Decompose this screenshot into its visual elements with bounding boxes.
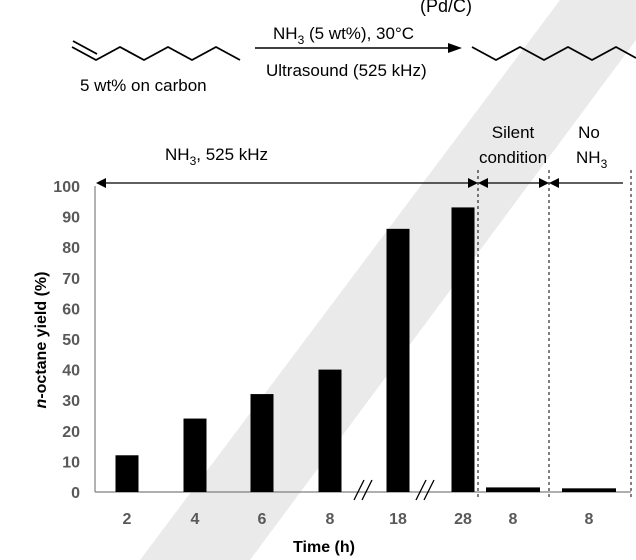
bar-8 <box>562 488 616 492</box>
bar-7 <box>486 487 540 492</box>
octane-skeleton <box>471 45 636 62</box>
octene-double-bond <box>72 40 98 55</box>
conditions-below: Ultrasound (525 kHz) <box>266 61 427 80</box>
region-separators <box>477 170 632 500</box>
bar-6 <box>451 207 475 493</box>
region-label-silent-line1: Silent <box>492 123 535 142</box>
x-tick-label: 8 <box>585 511 594 528</box>
axis-break-2a <box>415 479 427 501</box>
bar-4 <box>318 369 342 492</box>
octene-skeleton <box>71 45 241 62</box>
y-tick-label: 0 <box>71 485 80 502</box>
y-tick-label: 30 <box>62 393 80 410</box>
region-labels: NH3, 525 kHz Silent condition No NH3 <box>165 123 608 171</box>
x-tick-label: 8 <box>326 511 335 528</box>
region-label-silent-line2: condition <box>479 148 547 167</box>
bar-2 <box>183 418 207 492</box>
y-axis-title: n-octane yield (%) <box>33 272 50 409</box>
x-tick-label: 18 <box>389 511 407 528</box>
y-tick-label: 20 <box>62 424 80 441</box>
x-tick-label: 28 <box>454 511 472 528</box>
scheme-top-fragment: (Pd/C) <box>420 0 472 16</box>
y-tick-label: 50 <box>62 332 80 349</box>
region1-arrow-right-head <box>468 178 478 188</box>
region-arrows <box>96 178 623 188</box>
conditions-above: NH3 (5 wt%), 30°C <box>273 24 414 47</box>
bar-3 <box>250 394 274 492</box>
x-axis-title: Time (h) <box>293 539 355 556</box>
y-tick-label: 40 <box>62 363 80 380</box>
bar-1 <box>115 455 139 492</box>
y-tick-label: 90 <box>62 210 80 227</box>
region2-arrow-right-head <box>539 178 549 188</box>
region1-arrow-left-head <box>96 178 106 188</box>
axis-break-1b <box>361 479 373 501</box>
bar-5 <box>386 228 410 492</box>
catalyst-note: 5 wt% on carbon <box>80 76 207 95</box>
y-tick-label: 70 <box>62 271 80 288</box>
axis-break-marks <box>353 479 435 501</box>
reaction-scheme: (Pd/C) 5 wt% on carbon NH3 (5 wt%), 30°C… <box>71 0 636 95</box>
y-tick-label: 10 <box>62 454 80 471</box>
y-tick-labels: 0 10 20 30 40 50 60 70 80 90 100 <box>53 179 80 502</box>
region-label-no-nh3-line2: NH3 <box>576 148 608 171</box>
axis-break-2b <box>423 479 435 501</box>
region3-arrow-left-head <box>549 178 559 188</box>
region-label-ultrasound: NH3, 525 kHz <box>165 145 268 168</box>
x-tick-label: 4 <box>191 511 200 528</box>
y-tick-label: 60 <box>62 301 80 318</box>
x-tick-label: 6 <box>258 511 267 528</box>
x-tick-labels: 2 4 6 8 18 28 8 8 <box>123 511 594 528</box>
conditions-above-subscript: 3 <box>298 33 305 47</box>
axis-break-1a <box>353 479 365 501</box>
bars <box>115 207 616 493</box>
y-tick-label: 100 <box>53 179 80 196</box>
y-tick-label: 80 <box>62 240 80 257</box>
x-tick-label: 8 <box>509 511 518 528</box>
bar-chart: 0 10 20 30 40 50 60 70 80 90 100 2 4 6 8 18 28 8 8 n-octa… <box>33 179 631 556</box>
region-label-no-nh3-line1: No <box>578 123 600 142</box>
x-tick-label: 2 <box>123 511 132 528</box>
region2-arrow-left-head <box>478 178 488 188</box>
reaction-arrowhead <box>448 43 462 53</box>
